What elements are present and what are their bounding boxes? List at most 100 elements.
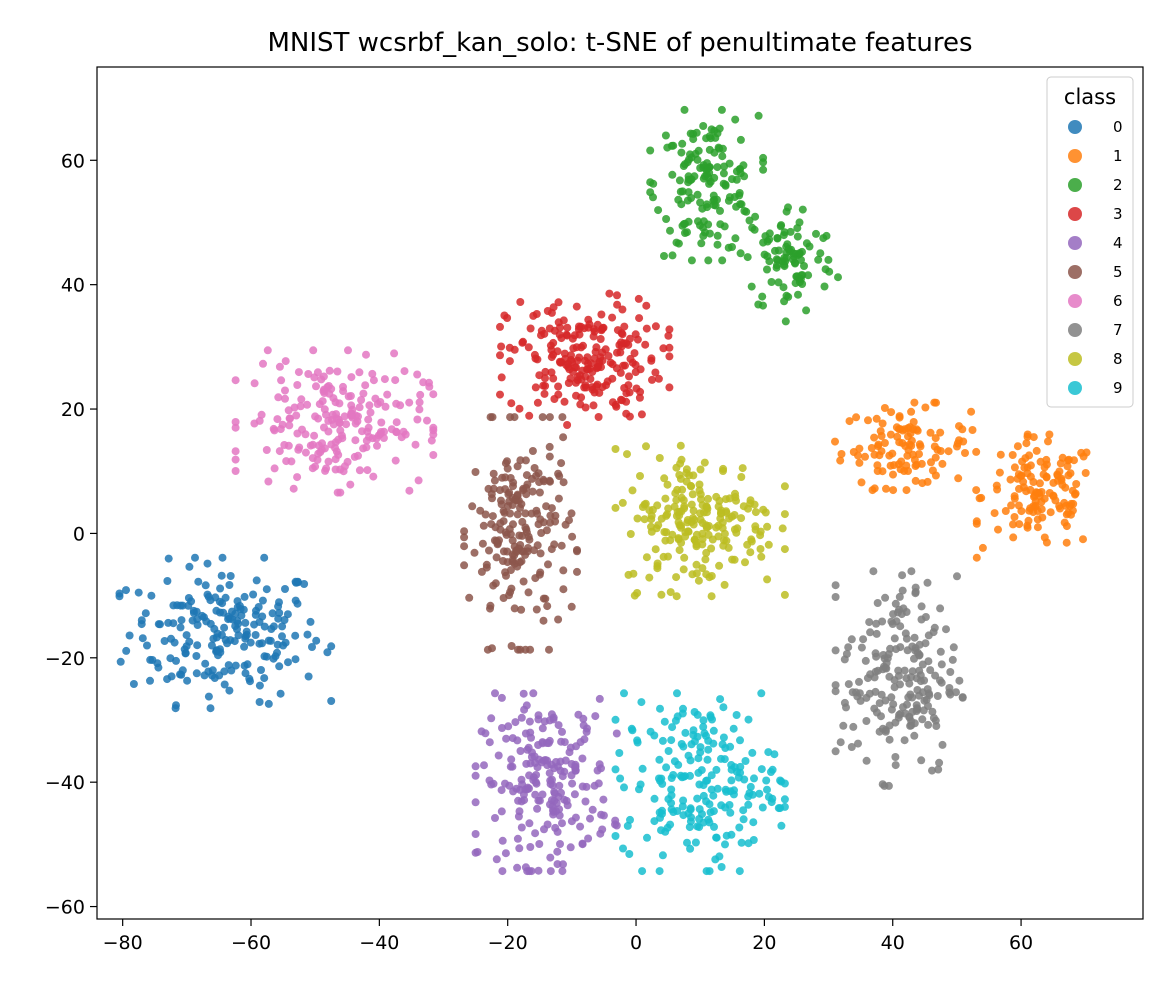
point-class-1	[1067, 510, 1075, 519]
point-class-1	[1035, 479, 1044, 488]
point-class-1	[902, 486, 911, 495]
point-class-8	[780, 590, 789, 599]
point-class-3	[594, 413, 603, 421]
point-class-5	[488, 494, 496, 503]
point-class-4	[554, 721, 563, 730]
point-class-0	[291, 631, 300, 640]
point-class-2	[754, 111, 763, 120]
point-class-4	[513, 863, 522, 872]
point-class-0	[252, 576, 261, 585]
point-class-3	[497, 342, 506, 351]
point-class-8	[746, 499, 755, 508]
point-class-5	[554, 615, 563, 624]
point-class-7	[878, 665, 887, 674]
point-class-8	[636, 472, 644, 480]
point-class-4	[588, 805, 597, 814]
point-class-3	[625, 372, 633, 381]
point-class-8	[751, 522, 760, 531]
point-class-3	[618, 396, 626, 405]
point-class-0	[122, 646, 131, 655]
point-class-0	[210, 674, 219, 682]
point-class-7	[915, 650, 924, 659]
point-class-5	[534, 520, 543, 529]
point-class-9	[684, 751, 693, 760]
point-class-3	[664, 331, 673, 340]
point-class-9	[657, 826, 665, 835]
point-class-8	[737, 473, 746, 481]
point-class-3	[601, 345, 610, 354]
point-class-3	[592, 343, 601, 352]
point-class-7	[861, 656, 870, 665]
point-class-7	[917, 756, 926, 765]
point-class-8	[660, 474, 669, 483]
point-class-9	[707, 785, 716, 794]
point-class-8	[696, 490, 705, 499]
point-class-3	[637, 410, 646, 419]
point-class-4	[507, 755, 516, 764]
point-class-1	[1038, 513, 1047, 522]
point-class-2	[680, 105, 689, 114]
point-class-9	[650, 731, 659, 740]
point-class-3	[515, 404, 524, 413]
point-class-3	[564, 379, 573, 387]
point-class-0	[323, 648, 332, 657]
point-class-3	[530, 350, 539, 359]
point-class-9	[717, 863, 726, 871]
point-class-0	[241, 669, 250, 678]
point-class-8	[717, 509, 725, 518]
point-class-5	[506, 588, 515, 597]
point-class-3	[540, 329, 549, 338]
point-class-4	[578, 754, 587, 763]
point-class-0	[254, 603, 263, 611]
point-class-8	[780, 482, 789, 491]
point-class-8	[663, 480, 672, 489]
point-class-1	[972, 447, 981, 456]
point-class-2	[759, 153, 768, 162]
point-class-2	[668, 170, 677, 179]
point-class-8	[751, 508, 760, 517]
point-class-2	[760, 250, 769, 259]
point-class-8	[623, 450, 631, 459]
point-class-3	[665, 383, 674, 392]
point-class-3	[570, 363, 579, 372]
legend-label-2: 2	[1113, 176, 1123, 194]
point-class-4	[533, 804, 542, 813]
point-class-7	[918, 715, 927, 724]
point-class-3	[598, 356, 607, 365]
point-class-1	[1015, 484, 1023, 493]
point-class-5	[554, 469, 563, 478]
point-class-8	[698, 540, 707, 549]
point-class-8	[653, 562, 662, 571]
point-class-8	[731, 489, 739, 498]
point-class-9	[686, 844, 695, 853]
point-class-2	[784, 203, 792, 212]
point-class-2	[689, 135, 698, 144]
point-class-1	[1044, 437, 1052, 446]
point-class-7	[926, 666, 935, 675]
point-class-5	[539, 616, 548, 625]
point-class-7	[831, 681, 840, 690]
point-class-2	[824, 255, 833, 264]
point-class-5	[486, 601, 495, 610]
point-class-9	[744, 792, 753, 801]
point-class-8	[679, 496, 688, 505]
point-class-5	[567, 602, 576, 611]
point-class-8	[675, 471, 684, 479]
point-class-2	[699, 122, 708, 130]
point-class-4	[518, 780, 527, 789]
point-class-6	[335, 419, 344, 428]
point-class-7	[913, 705, 922, 714]
point-class-8	[651, 545, 660, 554]
point-class-6	[351, 436, 360, 445]
point-class-8	[680, 504, 689, 513]
legend-marker-9	[1068, 381, 1082, 395]
point-class-1	[931, 434, 940, 443]
legend-marker-2	[1068, 178, 1082, 192]
point-class-7	[877, 690, 886, 699]
point-class-2	[716, 206, 724, 215]
point-class-8	[633, 514, 642, 523]
point-class-1	[1046, 508, 1055, 517]
point-class-2	[750, 225, 759, 234]
point-class-8	[672, 573, 681, 582]
